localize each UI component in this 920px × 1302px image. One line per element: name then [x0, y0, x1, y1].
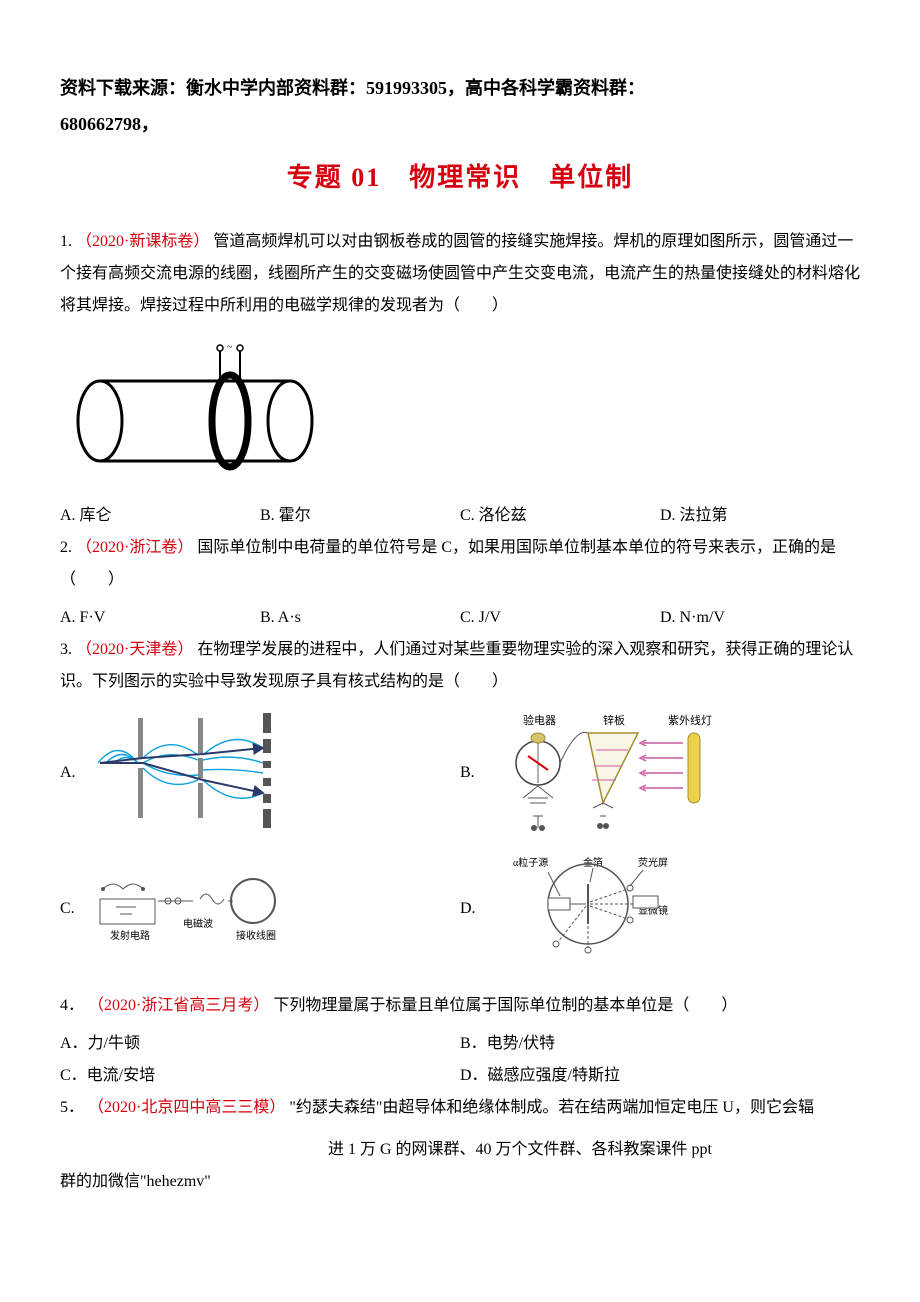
question-2: 2. （2020·浙江卷） 国际单位制中电荷量的单位符号是 C，如果用国际单位制…: [60, 532, 860, 596]
svg-text:验电器: 验电器: [523, 713, 556, 727]
q5-text: "约瑟夫森结"由超导体和绝缘体制成。若在结两端加恒定电压 U，则它会辐: [289, 1099, 814, 1116]
q2-options: A. F·V B. A·s C. J/V D. N·m/V: [60, 602, 860, 634]
q4-num: 4．: [60, 997, 84, 1014]
q4-opt-b: B．电势/伏特: [460, 1028, 860, 1060]
svg-text:α粒子源: α粒子源: [513, 856, 548, 869]
q5-num: 5．: [60, 1099, 84, 1116]
q2-opt-b: B. A·s: [260, 602, 460, 634]
question-5: 5． （2020·北京四中高三三模） "约瑟夫森结"由超导体和绝缘体制成。若在结…: [60, 1092, 860, 1124]
q1-opt-c: C. 洛伦兹: [460, 500, 660, 532]
header-line-1: 资料下载来源：衡水中学内部资料群：591993305，高中各科学霸资料群：: [60, 78, 645, 98]
q3-opt-a-label: A.: [60, 757, 82, 789]
svg-text:荧光屏: 荧光屏: [638, 856, 668, 869]
q3-opt-d: D. α粒子源 金箔 荧光屏 显微镜: [460, 854, 860, 964]
photoelectric-diagram: 验电器 锌板 紫外线灯: [488, 708, 728, 838]
q4-opt-c: C．电流/安培: [60, 1060, 460, 1092]
download-header: 资料下载来源：衡水中学内部资料群：591993305，高中各科学霸资料群： 68…: [60, 70, 860, 142]
rutherford-diagram: α粒子源 金箔 荧光屏 显微镜: [488, 854, 698, 964]
q3-opt-b: B. 验电器 锌板 紫外线灯: [460, 708, 860, 838]
q1-opt-d: D. 法拉第: [660, 500, 860, 532]
q4-opt-d: D．磁感应强度/特斯拉: [460, 1060, 860, 1092]
q3-opt-d-label: D.: [460, 893, 482, 925]
q3-source: （2020·天津卷）: [76, 641, 193, 658]
q4-options-2: C．电流/安培 D．磁感应强度/特斯拉: [60, 1060, 860, 1092]
svg-text:发射电路: 发射电路: [110, 929, 150, 942]
q2-source: （2020·浙江卷）: [76, 539, 193, 556]
svg-text:接收线圈: 接收线圈: [236, 929, 276, 942]
q5-source: （2020·北京四中高三三模）: [88, 1099, 285, 1116]
em-wave-diagram: 发射电路 电磁波 接收线圈: [88, 859, 288, 959]
question-1: 1. （2020·新课标卷） 管道高频焊机可以对由钢板卷成的圆管的接缝实施焊接。…: [60, 226, 860, 322]
q4-opt-a: A．力/牛顿: [60, 1028, 460, 1060]
q2-opt-a: A. F·V: [60, 602, 260, 634]
q4-options-1: A．力/牛顿 B．电势/伏特: [60, 1028, 860, 1060]
q1-opt-b: B. 霍尔: [260, 500, 460, 532]
q1-num: 1.: [60, 233, 72, 250]
q2-num: 2.: [60, 539, 72, 556]
q1-opt-a: A. 库仑: [60, 500, 260, 532]
svg-text:电磁波: 电磁波: [183, 917, 213, 930]
footer-line-2: 群的加微信"hehezmv": [60, 1166, 860, 1198]
page-footer: 进 1 万 G 的网课群、40 万个文件群、各科教案课件 ppt 群的加微信"h…: [60, 1134, 860, 1198]
q1-figure: ~: [60, 336, 860, 486]
svg-text:~: ~: [227, 342, 233, 353]
q3-opt-b-label: B.: [460, 757, 482, 789]
q2-opt-d: D. N·m/V: [660, 602, 860, 634]
q3-image-options: A.: [60, 708, 860, 980]
q1-source: （2020·新课标卷）: [76, 233, 209, 250]
question-4: 4． （2020·浙江省高三月考） 下列物理量属于标量且单位属于国际单位制的基本…: [60, 990, 860, 1022]
q3-opt-c: C. 发射电路 电磁波 接收线圈: [60, 859, 460, 959]
header-line-2: 680662798，: [60, 114, 159, 134]
q1-options: A. 库仑 B. 霍尔 C. 洛伦兹 D. 法拉第: [60, 500, 860, 532]
page-title: 专题 01 物理常识 单位制: [60, 152, 860, 204]
question-3: 3. （2020·天津卷） 在物理学发展的进程中，人们通过对某些重要物理实验的深…: [60, 634, 860, 698]
svg-text:紫外线灯: 紫外线灯: [668, 713, 712, 727]
double-slit-diagram: [88, 708, 288, 838]
q4-text: 下列物理量属于标量且单位属于国际单位制的基本单位是（ ）: [273, 997, 737, 1014]
q3-opt-c-label: C.: [60, 893, 82, 925]
q3-num: 3.: [60, 641, 72, 658]
q4-source: （2020·浙江省高三月考）: [88, 997, 269, 1014]
svg-text:金箔: 金箔: [583, 856, 603, 869]
q3-opt-a: A.: [60, 708, 460, 838]
pipe-coil-diagram: ~: [60, 336, 340, 486]
q2-opt-c: C. J/V: [460, 602, 660, 634]
footer-line-1: 进 1 万 G 的网课群、40 万个文件群、各科教案课件 ppt: [60, 1134, 860, 1166]
svg-text:锌板: 锌板: [603, 713, 625, 727]
